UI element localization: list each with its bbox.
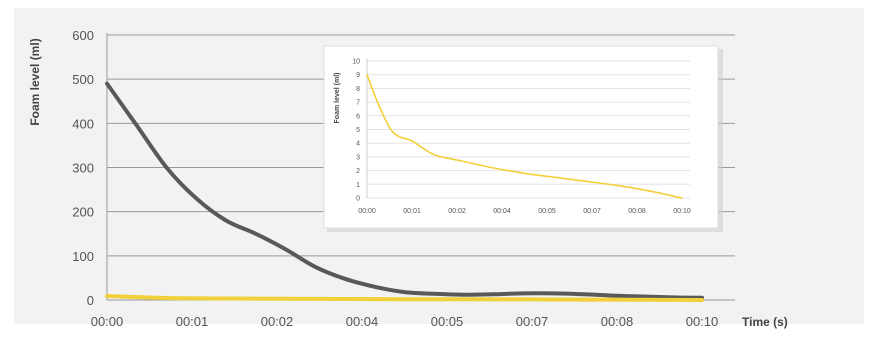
- inset-y-tick-label: 6: [356, 113, 360, 120]
- yellow-series-line: [105, 294, 704, 302]
- x-tick-label: 00:10: [686, 314, 719, 329]
- x-tick-label: 00:02: [261, 314, 294, 329]
- inset-y-tick-label: 9: [356, 72, 360, 79]
- y-tick-label: 400: [72, 116, 94, 131]
- x-axis-title: Time (s): [742, 315, 788, 329]
- inset-x-tick-label: 00:04: [493, 208, 511, 215]
- y-tick-label: 300: [72, 161, 94, 176]
- inset-y-tick-label: 8: [356, 86, 360, 93]
- inset-yellow-series-line: [366, 73, 683, 199]
- y-axis-title: Foam level (ml): [28, 38, 42, 125]
- inset-x-tick-label: 00:01: [403, 208, 421, 215]
- inset-y-tick-label: 3: [356, 154, 360, 161]
- inset-y-axis-title: Foam level (ml): [334, 73, 341, 124]
- inset-x-tick-label: 00:00: [358, 208, 376, 215]
- x-tick-label: 00:08: [601, 314, 634, 329]
- inset-y-tick-label: 4: [356, 141, 360, 148]
- x-tick-label: 00:01: [176, 314, 209, 329]
- y-tick-label: 100: [72, 249, 94, 264]
- inset-x-tick-label: 00:05: [538, 208, 556, 215]
- inset-panel: [323, 45, 719, 229]
- inset-y-tick-label: 5: [356, 127, 360, 134]
- y-tick-label: 200: [72, 205, 94, 220]
- inset-x-tick-label: 00:02: [448, 208, 466, 215]
- inset-y-tick-label: 1: [356, 182, 360, 189]
- y-tick-label: 600: [72, 28, 94, 43]
- inset-y-tick-label: 7: [356, 100, 360, 107]
- inset-y-tick-label: 2: [356, 168, 360, 175]
- gray-series-line: [105, 81, 704, 300]
- x-tick-label: 00:04: [346, 314, 379, 329]
- x-tick-label: 00:05: [431, 314, 464, 329]
- y-tick-label: 500: [72, 72, 94, 87]
- x-tick-label: 00:07: [516, 314, 549, 329]
- inset-x-tick-label: 00:08: [628, 208, 646, 215]
- y-tick-label: 0: [87, 293, 94, 308]
- inset-x-tick-label: 00:07: [583, 208, 601, 215]
- inset-y-tick-label: 10: [352, 59, 360, 66]
- inset-y-tick-label: 0: [356, 196, 360, 203]
- inset-x-tick-label: 00:10: [673, 208, 691, 215]
- x-tick-label: 00:00: [91, 314, 124, 329]
